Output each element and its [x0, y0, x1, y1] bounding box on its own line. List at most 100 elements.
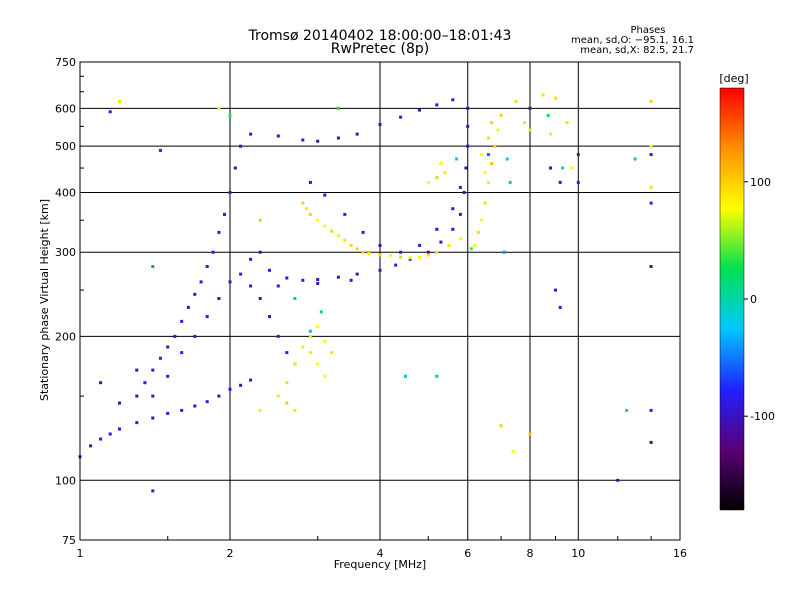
- data-point: [151, 394, 155, 398]
- data-point: [435, 374, 439, 378]
- data-point: [483, 171, 487, 175]
- data-point: [455, 157, 459, 161]
- data-point: [258, 218, 262, 222]
- data-point: [462, 191, 466, 194]
- data-point: [378, 253, 382, 257]
- data-point: [193, 404, 197, 408]
- data-point: [316, 278, 320, 281]
- data-point: [151, 265, 155, 268]
- data-point: [389, 254, 393, 258]
- data-point: [323, 193, 327, 197]
- data-point: [118, 427, 121, 431]
- data-point: [549, 132, 553, 136]
- data-point: [480, 218, 484, 222]
- data-point: [158, 148, 162, 152]
- data-point: [649, 408, 653, 412]
- data-point: [458, 185, 462, 189]
- data-point: [435, 103, 439, 107]
- data-point: [451, 207, 455, 211]
- data-point: [451, 98, 455, 102]
- data-point: [308, 212, 312, 216]
- data-point: [511, 449, 515, 453]
- data-point: [486, 136, 490, 140]
- y-tick-label: 400: [55, 186, 76, 199]
- x-tick-label: 2: [227, 547, 234, 560]
- data-point: [404, 374, 407, 378]
- colorbar-label: [deg]: [719, 72, 748, 85]
- data-point: [99, 437, 103, 441]
- data-point: [546, 113, 550, 117]
- data-point: [217, 106, 221, 110]
- y-tick-label: 750: [55, 56, 76, 69]
- data-point: [361, 230, 365, 234]
- data-point: [367, 252, 371, 256]
- data-point: [193, 334, 197, 338]
- data-point: [285, 351, 289, 355]
- data-point: [570, 166, 574, 170]
- data-point: [276, 394, 280, 398]
- x-tick-label: 10: [571, 547, 585, 560]
- data-point: [435, 227, 439, 231]
- data-point: [554, 288, 557, 292]
- data-point: [173, 334, 177, 338]
- data-point: [523, 121, 526, 125]
- data-point: [301, 278, 305, 282]
- data-point: [649, 144, 653, 148]
- data-point: [239, 272, 243, 276]
- data-point: [458, 212, 462, 216]
- data-point: [528, 106, 532, 110]
- data-point: [528, 432, 532, 436]
- chart-subtitle: RwPretec (8p): [331, 41, 429, 57]
- data-point: [323, 340, 327, 344]
- data-point: [426, 180, 430, 184]
- x-tick-label: 8: [527, 547, 534, 560]
- data-point: [558, 305, 562, 309]
- x-tick-label: 4: [377, 547, 384, 560]
- data-point: [502, 250, 506, 254]
- data-point: [293, 362, 297, 366]
- data-point: [649, 265, 653, 268]
- data-point: [343, 212, 347, 216]
- x-axis-label: Frequency [MHz]: [334, 558, 426, 571]
- data-point: [268, 268, 271, 272]
- data-point: [541, 93, 545, 97]
- x-tick-label: 16: [673, 547, 687, 560]
- data-point: [228, 280, 232, 284]
- data-point: [490, 162, 494, 165]
- data-point: [469, 247, 473, 251]
- data-point: [336, 275, 340, 279]
- data-point: [305, 207, 309, 211]
- data-point: [151, 489, 155, 493]
- data-point: [343, 238, 347, 242]
- data-point: [616, 478, 620, 482]
- data-point: [336, 234, 340, 238]
- data-point: [508, 180, 512, 184]
- data-point: [355, 132, 359, 136]
- data-point: [558, 180, 562, 184]
- data-point: [276, 134, 280, 138]
- data-point: [394, 263, 398, 267]
- data-point: [408, 256, 412, 260]
- data-point: [439, 162, 443, 165]
- data-point: [308, 351, 312, 355]
- data-point: [199, 280, 203, 284]
- x-tick-label: 1: [77, 547, 84, 560]
- data-point: [426, 250, 430, 254]
- data-point: [258, 297, 262, 300]
- data-point: [378, 243, 382, 247]
- data-point: [349, 278, 353, 282]
- data-point: [476, 230, 480, 234]
- data-point: [355, 247, 359, 251]
- data-point: [223, 212, 226, 216]
- data-point: [466, 106, 470, 110]
- data-point: [316, 139, 320, 143]
- data-point: [180, 319, 184, 323]
- data-point: [239, 383, 243, 387]
- data-point: [439, 240, 443, 244]
- data-point: [565, 121, 569, 125]
- data-point: [316, 218, 320, 222]
- data-point: [217, 297, 221, 300]
- data-point: [355, 272, 359, 276]
- data-point: [649, 153, 653, 157]
- data-point: [493, 144, 497, 148]
